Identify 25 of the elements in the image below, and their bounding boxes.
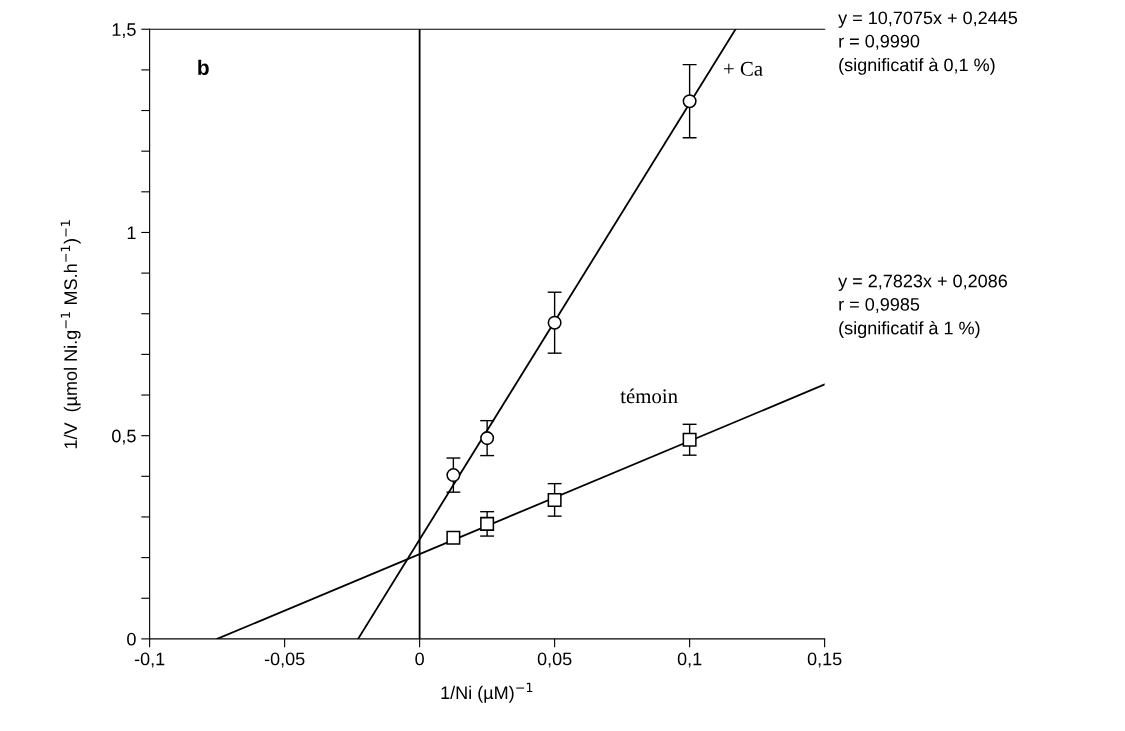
point xyxy=(446,530,461,545)
series-label: + Ca xyxy=(724,61,763,76)
x-tick-label: 0,1 xyxy=(677,652,702,668)
point xyxy=(547,315,562,330)
x-tick-label: 0,05 xyxy=(537,652,572,668)
point xyxy=(547,492,562,507)
x-tick-label: 0,15 xyxy=(807,652,842,668)
point xyxy=(682,94,697,109)
text: y = 2,7823x + 0,2086 r = 0,9985 (significatif à 1 %) xyxy=(838,274,1007,339)
y-tick-label: 1 xyxy=(127,226,136,239)
y-axis-title: 1/V (µmol Ni.g$^{−1}$ MS.h$^{−1}$)$^{−1}$ xyxy=(60,220,81,449)
annotation: b xyxy=(198,59,209,76)
point xyxy=(446,468,461,483)
series-label: témoin xyxy=(620,388,678,404)
x-axis-title: 1/Ni (µM)$^{−1}$ xyxy=(441,682,533,703)
text: y = 10,7075x + 0,2445 r = 0,9990 (significatif à 0,1 %) xyxy=(838,11,1018,75)
point xyxy=(682,432,697,447)
y-tick-label: 0 xyxy=(127,632,136,646)
point xyxy=(480,516,495,531)
point xyxy=(480,431,495,446)
x-tick-label: -0,1 xyxy=(134,652,165,668)
x-tick-label: -0,05 xyxy=(264,652,305,668)
x-tick-label: 0 xyxy=(415,652,424,666)
y-tick-label: 1,5 xyxy=(112,23,136,39)
y-tick-label: 0,5 xyxy=(112,429,136,445)
